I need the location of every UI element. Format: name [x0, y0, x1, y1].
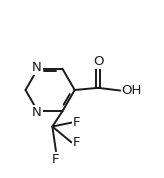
Text: N: N [32, 61, 42, 74]
Text: F: F [52, 153, 60, 166]
Text: OH: OH [122, 84, 142, 97]
Text: O: O [93, 55, 103, 68]
Text: F: F [73, 116, 80, 129]
Text: N: N [32, 106, 42, 119]
Text: F: F [73, 136, 80, 149]
